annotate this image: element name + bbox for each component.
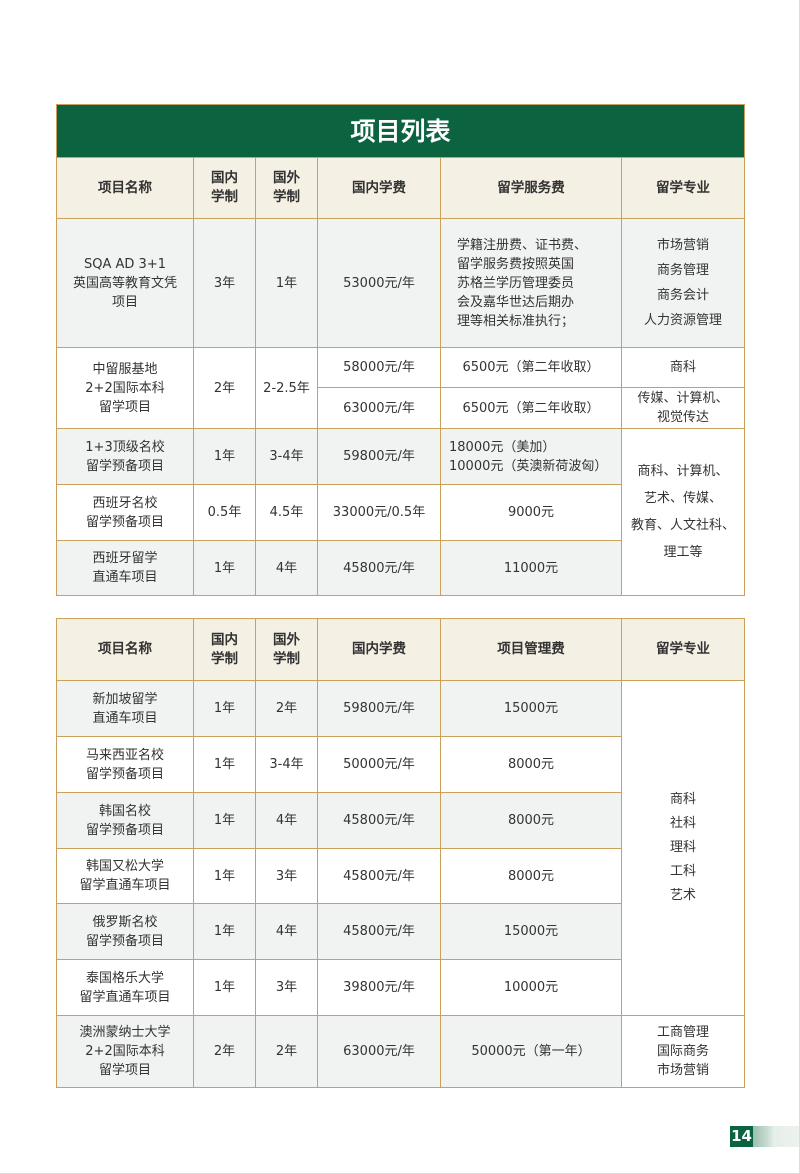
abroad-years: 3-4年 (255, 428, 318, 485)
header-abroad-years: 国外 学制 (255, 157, 318, 219)
domestic-fee: 59800元/年 (317, 428, 441, 485)
major: 市场营销 商务管理 商务会计 人力资源管理 (620, 218, 746, 348)
header-domestic-fee: 国内学费 (317, 157, 441, 219)
project-name: 新加坡留学 直通车项目 (56, 680, 194, 737)
abroad-years: 3-4年 (255, 736, 318, 793)
project-name: 1+3顶级名校 留学预备项目 (56, 428, 194, 485)
major: 商科、计算机、 艺术、传媒、 教育、人文社科、 理工等 (620, 428, 746, 596)
domestic-fee: 33000元/0.5年 (317, 484, 441, 541)
management-fee: 8000元 (440, 736, 622, 793)
domestic-years: 1年 (193, 680, 256, 737)
project-name: 俄罗斯名校 留学预备项目 (56, 903, 194, 960)
table-row: SQA AD 3+1 英国高等教育文凭 项目 3年 1年 53000元/年 学籍… (56, 218, 746, 348)
project-name: 泰国格乐大学 留学直通车项目 (56, 959, 194, 1016)
table-title: 项目列表 (55, 104, 746, 158)
table-row: 澳洲蒙纳士大学 2+2国际本科 留学项目 2年 2年 63000元/年 50000元（第… (56, 1015, 745, 1088)
project-name: 韩国名校 留学预备项目 (56, 792, 194, 849)
table-row: 新加坡留学 直通车项目 1年 2年 59800元/年 15000元 商科 社科 理科 工科… (56, 680, 745, 1016)
page-number-decoration (753, 1126, 799, 1147)
domestic-years: 0.5年 (193, 484, 256, 541)
service-fee: 6500元（第二年收取） (440, 387, 622, 429)
abroad-years: 4年 (255, 792, 318, 849)
abroad-years: 2年 (255, 680, 318, 737)
abroad-years: 2年 (255, 1015, 318, 1088)
abroad-years: 4年 (255, 903, 318, 960)
header-domestic-years: 国内 学制 (193, 618, 256, 681)
project-name: 韩国又松大学 留学直通车项目 (56, 848, 194, 904)
domestic-years: 1年 (193, 959, 256, 1016)
table-row: 1+3顶级名校 留学预备项目 1年 3-4年 59800元/年 18000元（美… (56, 428, 746, 596)
abroad-years: 2-2.5年 (255, 347, 318, 429)
domestic-fee: 63000元/年 (317, 387, 441, 429)
abroad-years: 3年 (255, 959, 318, 1016)
management-fee: 15000元 (440, 903, 622, 960)
abroad-years: 3年 (255, 848, 318, 904)
project-name: 西班牙名校 留学预备项目 (56, 484, 194, 541)
domestic-years: 2年 (193, 1015, 256, 1088)
major: 商科 社科 理科 工科 艺术 (621, 680, 745, 1016)
project-table-2: 项目名称 国内 学制 国外 学制 国内学费 项目管理费 留学专业 新加坡留学 直… (56, 618, 745, 1088)
management-fee: 8000元 (440, 848, 622, 904)
header-row: 项目名称 国内 学制 国外 学制 国内学费 项目管理费 留学专业 (56, 618, 745, 681)
service-fee: 9000元 (440, 484, 622, 541)
domestic-years: 1年 (193, 540, 256, 596)
project-name: SQA AD 3+1 英国高等教育文凭 项目 (56, 218, 194, 348)
domestic-fee: 45800元/年 (317, 792, 441, 849)
management-fee: 15000元 (440, 680, 622, 737)
header-abroad-years: 国外 学制 (255, 618, 318, 681)
header-domestic-fee: 国内学费 (317, 618, 441, 681)
major: 传媒、计算机、 视觉传达 (620, 387, 746, 429)
header-domestic-years: 国内 学制 (193, 157, 256, 219)
project-name: 马来西亚名校 留学预备项目 (56, 736, 194, 793)
project-name: 澳洲蒙纳士大学 2+2国际本科 留学项目 (56, 1015, 194, 1088)
header-major: 留学专业 (621, 618, 745, 681)
table-row: 63000元/年 6500元（第二年收取） 传媒、计算机、 视觉传达 (56, 387, 746, 429)
service-fee: 6500元（第二年收取） (440, 347, 622, 388)
domestic-years: 3年 (193, 218, 256, 348)
domestic-years: 1年 (193, 428, 256, 485)
project-name: 西班牙留学 直通车项目 (56, 540, 194, 596)
header-service-fee: 留学服务费 (440, 157, 622, 219)
table-row: 中留服基地 2+2国际本科 留学项目 2年 2-2.5年 58000元/年 65… (56, 347, 746, 429)
domestic-fee: 39800元/年 (317, 959, 441, 1016)
domestic-years: 1年 (193, 903, 256, 960)
domestic-fee: 58000元/年 (317, 347, 441, 388)
abroad-years: 4年 (255, 540, 318, 596)
project-name: 中留服基地 2+2国际本科 留学项目 (56, 347, 194, 429)
major: 工商管理 国际商务 市场营销 (621, 1015, 745, 1088)
domestic-years: 1年 (193, 848, 256, 904)
domestic-fee: 59800元/年 (317, 680, 441, 737)
page-number: 14 (730, 1126, 753, 1147)
domestic-fee: 63000元/年 (317, 1015, 441, 1088)
abroad-years: 4.5年 (255, 484, 318, 541)
header-major: 留学专业 (620, 157, 746, 219)
abroad-years: 1年 (255, 218, 318, 348)
service-fee: 18000元（美加） 10000元（英澳新荷波匈） (440, 428, 622, 485)
domestic-years: 2年 (193, 347, 256, 429)
domestic-years: 1年 (193, 792, 256, 849)
service-fee: 学籍注册费、证书费、 留学服务费按照英国 苏格兰学历管理委员 会及嘉华世达后期办… (440, 218, 622, 348)
domestic-fee: 53000元/年 (317, 218, 441, 348)
domestic-fee: 45800元/年 (317, 540, 441, 596)
domestic-years: 1年 (193, 736, 256, 793)
header-management-fee: 项目管理费 (440, 618, 622, 681)
domestic-fee: 45800元/年 (317, 903, 441, 960)
service-fee: 11000元 (440, 540, 622, 596)
project-table-1: 项目列表 项目名称 国内 学制 国外 学制 国内学费 留学服务费 留学专业 SQ… (55, 104, 746, 596)
header-name: 项目名称 (56, 157, 194, 219)
major: 商科 (620, 347, 746, 388)
header-row: 项目名称 国内 学制 国外 学制 国内学费 留学服务费 留学专业 (56, 157, 746, 219)
domestic-fee: 50000元/年 (317, 736, 441, 793)
domestic-fee: 45800元/年 (317, 848, 441, 904)
management-fee: 10000元 (440, 959, 622, 1016)
management-fee: 8000元 (440, 792, 622, 849)
management-fee: 50000元（第一年） (440, 1015, 622, 1088)
header-name: 项目名称 (56, 618, 194, 681)
